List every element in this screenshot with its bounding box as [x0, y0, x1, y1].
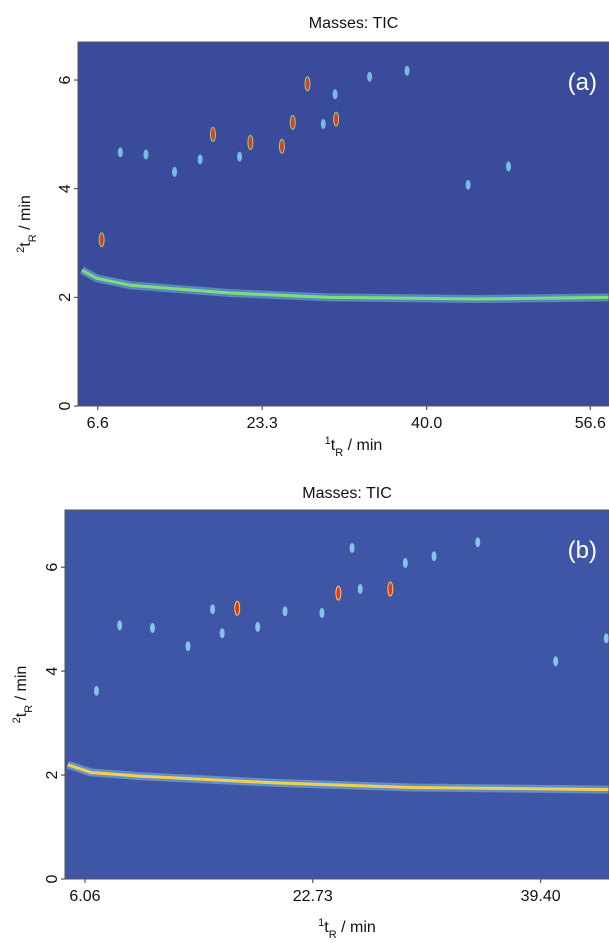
peak: [210, 604, 216, 615]
peak: [553, 656, 559, 667]
peak: [431, 551, 437, 562]
peak: [197, 154, 203, 165]
peak: [282, 606, 288, 617]
axis-label-part: t: [324, 919, 329, 936]
y-axis-label: 2tR / min: [11, 666, 35, 724]
y-tick-label: 2: [57, 293, 74, 302]
x-axis-label: 1tR / min: [318, 917, 376, 941]
peak: [117, 147, 123, 158]
peak: [475, 537, 481, 548]
panel-label: (a): [568, 69, 597, 96]
y-tick-label: 4: [57, 184, 74, 193]
y-tick-label: 6: [57, 75, 74, 84]
x-tick-label: 6.06: [69, 888, 100, 905]
x-tick-label: 39.40: [521, 888, 561, 905]
x-axis-label: 1tR / min: [325, 435, 383, 459]
axis-label-part: / min: [13, 666, 30, 705]
plot-background: [65, 510, 609, 879]
axis-label-part: / min: [343, 437, 382, 454]
peak: [402, 558, 408, 569]
peak: [332, 89, 338, 100]
peak: [404, 65, 410, 76]
axis-label-part: 2: [15, 247, 27, 253]
x-tick-label: 56.6: [575, 415, 606, 432]
peak: [255, 621, 261, 632]
hot-peak: [387, 581, 394, 597]
axis-label-part: R: [329, 929, 337, 941]
peak: [237, 151, 243, 162]
chart-title: Masses: TIC: [309, 15, 399, 32]
axis-label-part: 1: [318, 917, 324, 929]
peak: [465, 179, 471, 190]
hot-peak: [335, 585, 342, 601]
peak: [357, 583, 363, 594]
y-tick-label: 0: [44, 874, 61, 883]
x-tick-label: 23.3: [247, 415, 278, 432]
axis-label-part: t: [17, 242, 34, 247]
axis-label-part: t: [331, 437, 336, 454]
panel-label: (b): [568, 537, 597, 564]
x-tick-label: 40.0: [411, 415, 442, 432]
ridge-line: [81, 268, 609, 301]
axis-label-part: R: [23, 705, 35, 713]
x-tick-label: 6.6: [87, 415, 109, 432]
y-tick-label: 0: [57, 401, 74, 410]
plot-frame: [77, 41, 609, 407]
peak: [367, 71, 373, 82]
peak: [349, 542, 355, 553]
peak: [143, 149, 149, 160]
ridge-line: [67, 763, 609, 792]
peak: [185, 641, 191, 652]
axis-label-part: R: [335, 447, 343, 459]
hot-peak: [247, 135, 254, 151]
peak: [172, 166, 178, 177]
hot-peak: [234, 600, 241, 616]
peak: [219, 628, 225, 639]
hot-peak: [209, 126, 216, 142]
hot-peak: [289, 114, 296, 130]
peak: [117, 620, 123, 631]
plot-frame: [64, 509, 609, 880]
peak: [319, 607, 325, 618]
hot-peak: [333, 111, 340, 127]
y-tick-label: 4: [44, 667, 61, 676]
x-tick-label: 22.73: [293, 888, 333, 905]
axis-label-part: t: [13, 712, 30, 717]
axis-label-part: 2: [11, 717, 23, 723]
peak: [93, 685, 99, 696]
hot-peak: [304, 76, 311, 92]
peak: [320, 119, 326, 130]
peak: [506, 161, 512, 172]
plot-background: [78, 42, 609, 406]
peak: [149, 622, 155, 633]
peak: [603, 633, 609, 644]
y-axis-label: 2tR / min: [15, 195, 39, 253]
hot-peak: [98, 232, 105, 248]
axis-label-part: / min: [337, 919, 376, 936]
axis-label-part: 1: [325, 435, 331, 447]
axis-label-part: / min: [17, 195, 34, 234]
chart-title: Masses: TIC: [302, 485, 392, 502]
y-tick-label: 6: [44, 563, 61, 572]
y-tick-label: 2: [44, 771, 61, 780]
axis-label-part: R: [27, 234, 39, 242]
hot-peak: [278, 138, 285, 154]
